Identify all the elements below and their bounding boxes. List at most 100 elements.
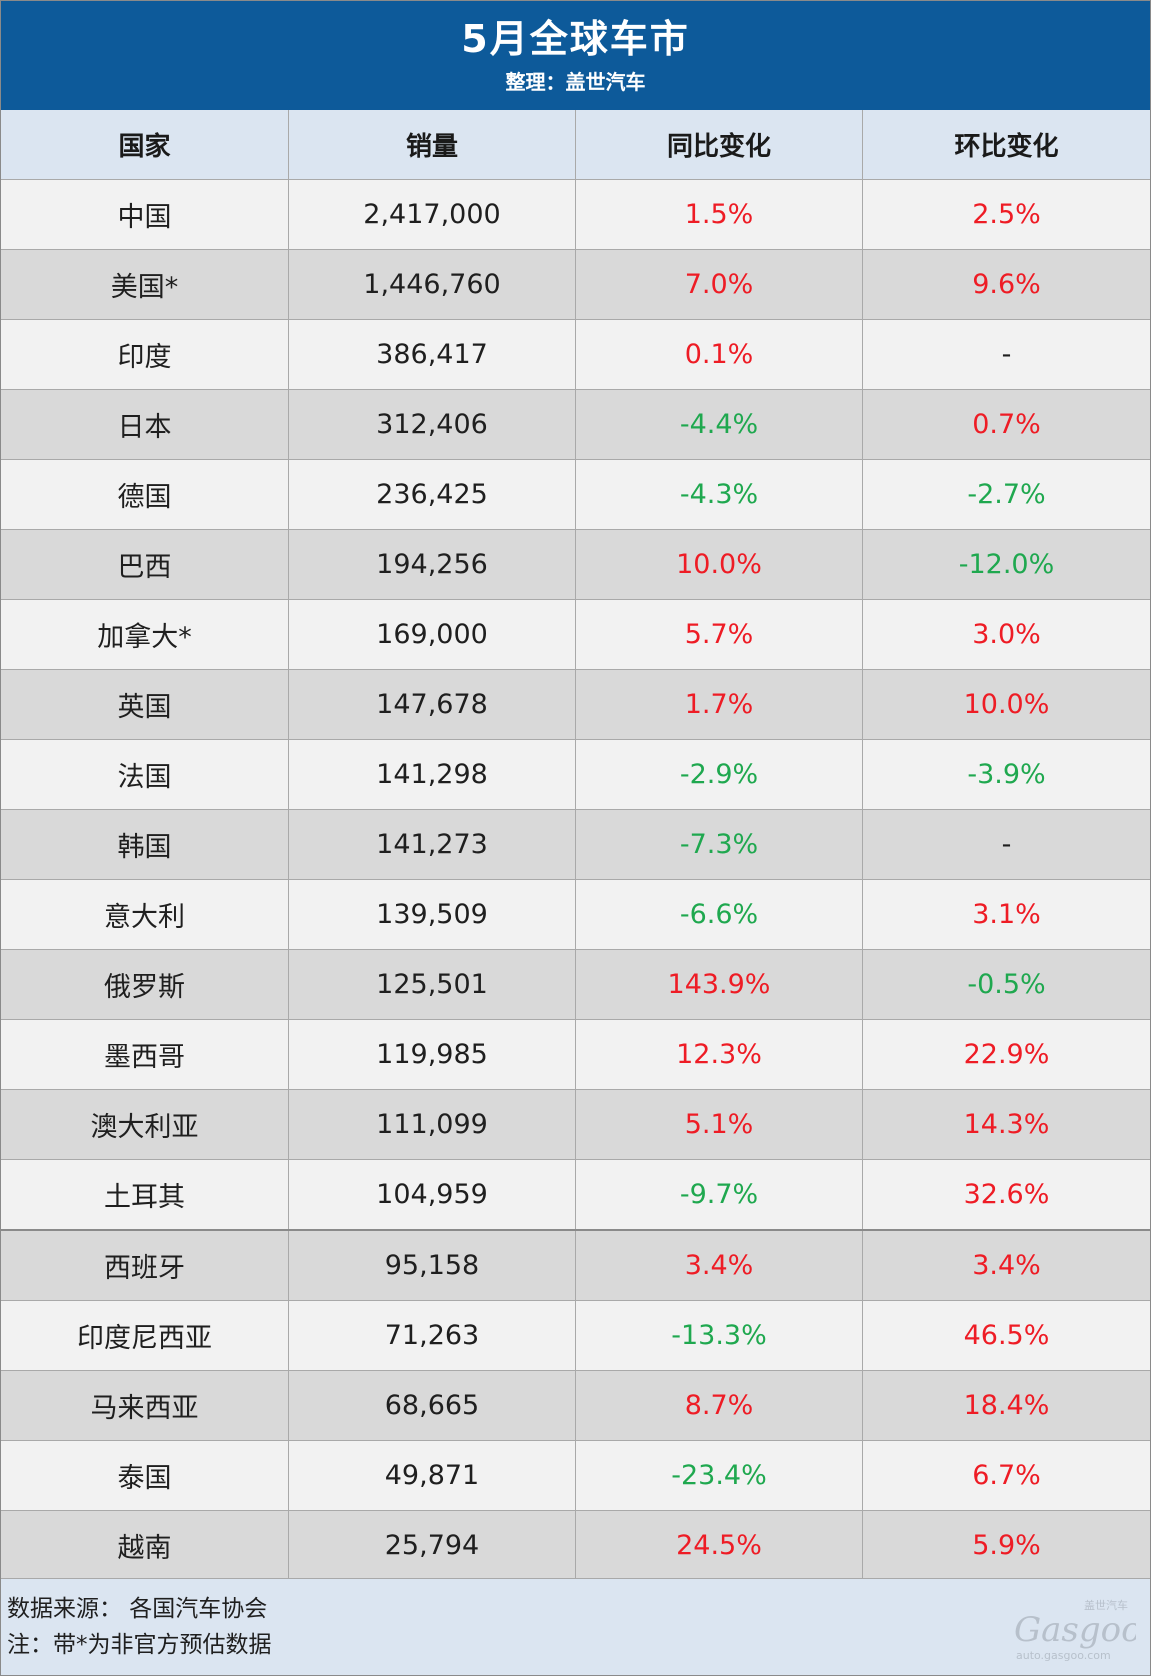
column-header-yoy: 同比变化 (575, 110, 862, 179)
sales-cell: 147,678 (288, 670, 575, 739)
mom-cell: -12.0% (862, 530, 1150, 599)
mom-cell: 6.7% (862, 1441, 1150, 1510)
sales-cell: 111,099 (288, 1090, 575, 1159)
yoy-cell: -13.3% (575, 1301, 862, 1370)
mom-cell: 9.6% (862, 250, 1150, 319)
table-header-row: 国家 销量 同比变化 环比变化 (1, 109, 1150, 180)
table-row: 澳大利亚 111,099 5.1% 14.3% (1, 1090, 1150, 1160)
mom-cell: 32.6% (862, 1160, 1150, 1229)
table-body: 中国 2,417,000 1.5% 2.5% 美国* 1,446,760 7.0% 9.6% 印… (1, 180, 1150, 1581)
yoy-cell: -6.6% (575, 880, 862, 949)
sales-cell: 119,985 (288, 1020, 575, 1089)
yoy-cell: 12.3% (575, 1020, 862, 1089)
mom-cell: 2.5% (862, 180, 1150, 249)
table-row: 加拿大* 169,000 5.7% 3.0% (1, 600, 1150, 670)
mom-cell: 18.4% (862, 1371, 1150, 1440)
yoy-cell: 3.4% (575, 1231, 862, 1300)
sales-cell: 1,446,760 (288, 250, 575, 319)
mom-cell: -3.9% (862, 740, 1150, 809)
table-row: 俄罗斯 125,501 143.9% -0.5% (1, 950, 1150, 1020)
yoy-cell: 5.7% (575, 600, 862, 669)
column-header-sales: 销量 (288, 110, 575, 179)
country-cell: 意大利 (104, 902, 185, 933)
watermark-brand: Gasgoo (1014, 1610, 1136, 1650)
estimate-note: 注：带*为非官方预估数据 (7, 1632, 272, 1658)
sales-cell: 68,665 (288, 1371, 575, 1440)
yoy-cell: -4.4% (575, 390, 862, 459)
table-row: 意大利 139,509 -6.6% 3.1% (1, 880, 1150, 950)
mom-cell: -0.5% (862, 950, 1150, 1019)
mom-cell: 10.0% (862, 670, 1150, 739)
mom-cell: -2.7% (862, 460, 1150, 529)
sales-cell: 2,417,000 (288, 180, 575, 249)
country-cell: 英国 (117, 692, 172, 723)
country-cell: 西班牙 (104, 1253, 185, 1284)
column-header-mom: 环比变化 (862, 110, 1150, 179)
sales-cell: 194,256 (288, 530, 575, 599)
table-row: 越南 25,794 24.5% 5.9% (1, 1511, 1150, 1581)
mom-cell: 22.9% (862, 1020, 1150, 1089)
sales-table: 国家 销量 同比变化 环比变化 中国 2,417,000 1.5% 2.5% 美国* 1,… (1, 109, 1150, 1581)
country-cell: 韩国 (117, 832, 172, 863)
mom-cell: - (862, 810, 1150, 879)
table-row: 印度尼西亚 71,263 -13.3% 46.5% (1, 1301, 1150, 1371)
sales-cell: 141,273 (288, 810, 575, 879)
country-cell: 墨西哥 (104, 1042, 185, 1073)
table-row: 马来西亚 68,665 8.7% 18.4% (1, 1371, 1150, 1441)
table-row: 德国 236,425 -4.3% -2.7% (1, 460, 1150, 530)
footer: 数据来源： 各国汽车协会 注：带*为非官方预估数据 (1, 1578, 1150, 1675)
sales-cell: 25,794 (288, 1511, 575, 1580)
yoy-cell: 0.1% (575, 320, 862, 389)
yoy-cell: 24.5% (575, 1511, 862, 1580)
sales-cell: 386,417 (288, 320, 575, 389)
mom-cell: 46.5% (862, 1301, 1150, 1370)
sales-cell: 71,263 (288, 1301, 575, 1370)
country-cell: 法国 (117, 762, 172, 793)
sales-cell: 125,501 (288, 950, 575, 1019)
sales-cell: 104,959 (288, 1160, 575, 1229)
country-cell: 中国 (117, 202, 172, 233)
column-header-country: 国家 (118, 132, 171, 162)
country-cell: 马来西亚 (90, 1393, 199, 1424)
yoy-cell: -7.3% (575, 810, 862, 879)
yoy-cell: -4.3% (575, 460, 862, 529)
country-cell: 日本 (117, 412, 172, 443)
sales-cell: 236,425 (288, 460, 575, 529)
table-row: 美国* 1,446,760 7.0% 9.6% (1, 250, 1150, 320)
country-cell: 越南 (117, 1533, 172, 1564)
table-row: 墨西哥 119,985 12.3% 22.9% (1, 1020, 1150, 1090)
country-cell: 澳大利亚 (90, 1112, 199, 1143)
yoy-cell: 143.9% (575, 950, 862, 1019)
yoy-cell: -23.4% (575, 1441, 862, 1510)
sales-cell: 95,158 (288, 1231, 575, 1300)
country-cell: 印度尼西亚 (77, 1323, 212, 1354)
yoy-cell: -2.9% (575, 740, 862, 809)
source-note: 数据来源： 各国汽车协会 (7, 1596, 268, 1622)
mom-cell: 5.9% (862, 1511, 1150, 1580)
table-row: 日本 312,406 -4.4% 0.7% (1, 390, 1150, 460)
country-cell: 俄罗斯 (104, 972, 185, 1003)
yoy-cell: -9.7% (575, 1160, 862, 1229)
country-cell: 加拿大* (97, 622, 192, 653)
sales-cell: 141,298 (288, 740, 575, 809)
table-row: 巴西 194,256 10.0% -12.0% (1, 530, 1150, 600)
yoy-cell: 1.7% (575, 670, 862, 739)
gasgoo-watermark-logo: 盖世汽车 Gasgoo auto.gasgoo.com (1014, 1598, 1136, 1662)
country-cell: 巴西 (117, 552, 172, 583)
yoy-cell: 10.0% (575, 530, 862, 599)
yoy-cell: 8.7% (575, 1371, 862, 1440)
table-row: 土耳其 104,959 -9.7% 32.6% (1, 1160, 1150, 1231)
country-cell: 土耳其 (104, 1182, 185, 1213)
table-row: 英国 147,678 1.7% 10.0% (1, 670, 1150, 740)
table-row: 西班牙 95,158 3.4% 3.4% (1, 1231, 1150, 1301)
table-row: 韩国 141,273 -7.3% - (1, 810, 1150, 880)
mom-cell: - (862, 320, 1150, 389)
mom-cell: 3.4% (862, 1231, 1150, 1300)
page-title: 5月全球车市 (461, 17, 690, 61)
yoy-cell: 7.0% (575, 250, 862, 319)
yoy-cell: 5.1% (575, 1090, 862, 1159)
table-row: 中国 2,417,000 1.5% 2.5% (1, 180, 1150, 250)
country-cell: 泰国 (117, 1463, 172, 1494)
sales-cell: 169,000 (288, 600, 575, 669)
